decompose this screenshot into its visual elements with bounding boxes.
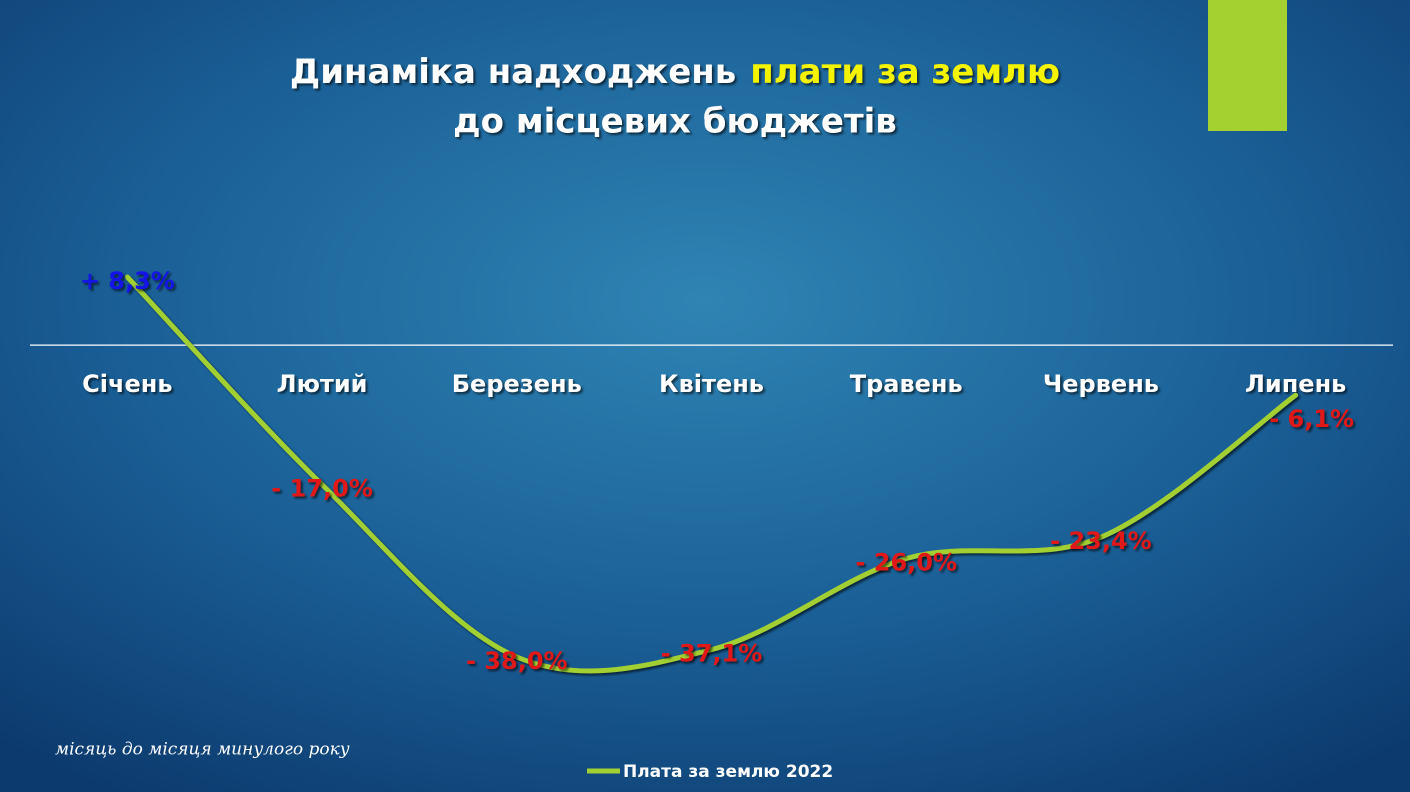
value-label: - 38,0% (466, 647, 568, 675)
value-label: - 23,4% (1050, 527, 1152, 555)
value-label: - 17,0% (271, 475, 373, 503)
legend-label: Плата за землю 2022 (623, 762, 833, 782)
accent-block (1208, 0, 1287, 131)
x-tick-label: Лютий (277, 370, 368, 398)
title-highlight: плати за землю (750, 52, 1060, 92)
chart-title: Динаміка надходжень плати за землю (290, 52, 1060, 92)
chart-title-line2: до місцевих бюджетів (453, 102, 897, 142)
x-tick-label: Травень (850, 370, 963, 398)
footnote: місяць до місяця минулого року (55, 740, 350, 760)
value-label: - 37,1% (661, 640, 763, 668)
x-tick-label: Березень (452, 370, 582, 398)
title-part: Динаміка надходжень (290, 52, 736, 92)
value-label: + 8,3% (80, 267, 175, 295)
value-label: - 26,0% (855, 549, 957, 577)
x-tick-label: Квітень (659, 370, 764, 398)
data-line (124, 274, 1299, 674)
plot: Січень Лютий Березень Квітень Травень Червень… (30, 267, 1393, 782)
value-label: - 6,1% (1269, 405, 1354, 433)
x-tick-label: Червень (1043, 370, 1159, 398)
x-tick-label: Січень (82, 370, 172, 398)
